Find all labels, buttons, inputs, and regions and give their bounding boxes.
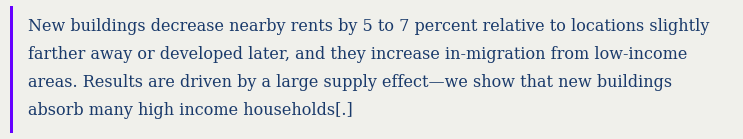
Text: absorb many high income households[.]: absorb many high income households[.] xyxy=(28,102,353,119)
Text: farther away or developed later, and they increase in-migration from low-income: farther away or developed later, and the… xyxy=(28,46,687,63)
Text: areas. Results are driven by a large supply effect—we show that new buildings: areas. Results are driven by a large sup… xyxy=(28,74,672,91)
Text: New buildings decrease nearby rents by 5 to 7 percent relative to locations slig: New buildings decrease nearby rents by 5… xyxy=(28,18,710,35)
Bar xyxy=(10,6,13,133)
